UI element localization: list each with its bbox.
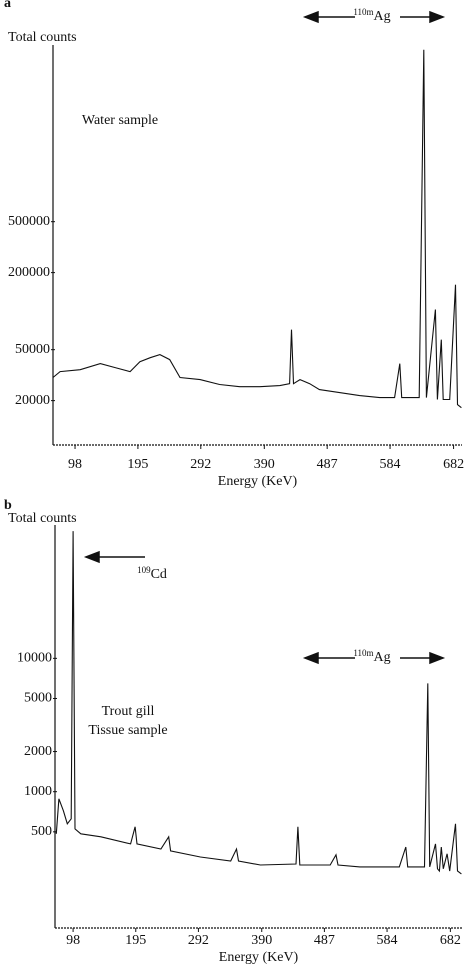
x-tick-label: 487	[317, 457, 338, 472]
x-tick-label: 682	[443, 457, 464, 472]
annotation-text: Ag	[374, 9, 391, 24]
annotation-superscript: 110m	[353, 648, 373, 658]
annotation-text: Ag	[374, 650, 391, 665]
y-tick-label: 2000	[24, 744, 52, 759]
annotation-text: Cd	[151, 567, 167, 582]
x-tick-label: 292	[190, 457, 211, 472]
annotation: Trout gill	[102, 704, 155, 719]
x-tick-label: 390	[251, 933, 272, 948]
x-tick-label: 98	[68, 457, 82, 472]
x-tick-label: 292	[188, 933, 209, 948]
x-tick-label: 584	[377, 933, 398, 948]
spectrum-line	[55, 531, 462, 875]
y-tick-label: 500	[31, 824, 52, 839]
x-tick-label: 487	[314, 933, 335, 948]
annotation: Water sample	[82, 113, 158, 128]
annotation: Tissue sample	[88, 723, 167, 738]
annotation: 110mAg	[353, 7, 390, 24]
x-tick-label: 195	[127, 457, 148, 472]
y-tick-label: 20000	[15, 393, 50, 408]
x-tick-label: 584	[380, 457, 401, 472]
y-axis-label: Total counts	[8, 511, 77, 526]
x-axis-label: Energy (KeV)	[219, 950, 299, 965]
x-tick-label: 682	[440, 933, 461, 948]
x-axis-label: Energy (KeV)	[218, 474, 298, 489]
annotation: 109Cd	[137, 565, 167, 582]
y-tick-label: 1000	[24, 784, 52, 799]
annotation: 110mAg	[353, 648, 390, 665]
arrow	[83, 10, 446, 665]
y-tick-label: 5000	[24, 691, 52, 706]
y-tick-label: 500000	[8, 214, 50, 229]
x-tick-label: 390	[254, 457, 275, 472]
y-tick-label: 200000	[8, 265, 50, 280]
y-axis-label: Total counts	[8, 30, 77, 45]
panel-label: a	[4, 0, 11, 11]
x-tick-label: 98	[66, 933, 80, 948]
y-tick-label: 10000	[17, 651, 52, 666]
spectrum-line	[52, 49, 462, 409]
panel-label: b	[4, 498, 12, 513]
y-tick-label: 50000	[15, 342, 50, 357]
x-tick-label: 195	[125, 933, 146, 948]
annotation-superscript: 109	[137, 565, 151, 575]
annotation-superscript: 110m	[353, 7, 373, 17]
